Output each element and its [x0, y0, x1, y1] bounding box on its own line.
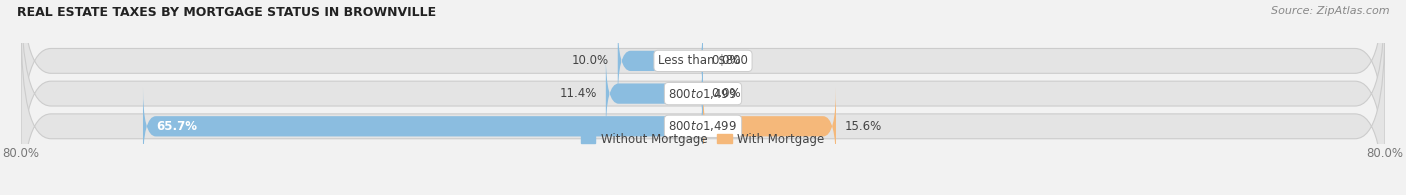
Text: 0.0%: 0.0%: [711, 54, 741, 67]
Text: 0.0%: 0.0%: [711, 87, 741, 100]
Text: 65.7%: 65.7%: [156, 120, 197, 133]
FancyBboxPatch shape: [606, 55, 703, 133]
Text: 11.4%: 11.4%: [560, 87, 598, 100]
FancyBboxPatch shape: [703, 87, 837, 165]
FancyBboxPatch shape: [21, 0, 1385, 163]
Text: $800 to $1,499: $800 to $1,499: [668, 87, 738, 101]
FancyBboxPatch shape: [143, 87, 703, 165]
Text: Less than $800: Less than $800: [658, 54, 748, 67]
Text: Source: ZipAtlas.com: Source: ZipAtlas.com: [1271, 6, 1389, 16]
FancyBboxPatch shape: [617, 22, 703, 100]
Legend: Without Mortgage, With Mortgage: Without Mortgage, With Mortgage: [576, 128, 830, 151]
FancyBboxPatch shape: [21, 0, 1385, 195]
Text: 10.0%: 10.0%: [572, 54, 609, 67]
Text: $800 to $1,499: $800 to $1,499: [668, 119, 738, 133]
Text: 15.6%: 15.6%: [845, 120, 882, 133]
FancyBboxPatch shape: [21, 24, 1385, 195]
Text: REAL ESTATE TAXES BY MORTGAGE STATUS IN BROWNVILLE: REAL ESTATE TAXES BY MORTGAGE STATUS IN …: [17, 6, 436, 19]
